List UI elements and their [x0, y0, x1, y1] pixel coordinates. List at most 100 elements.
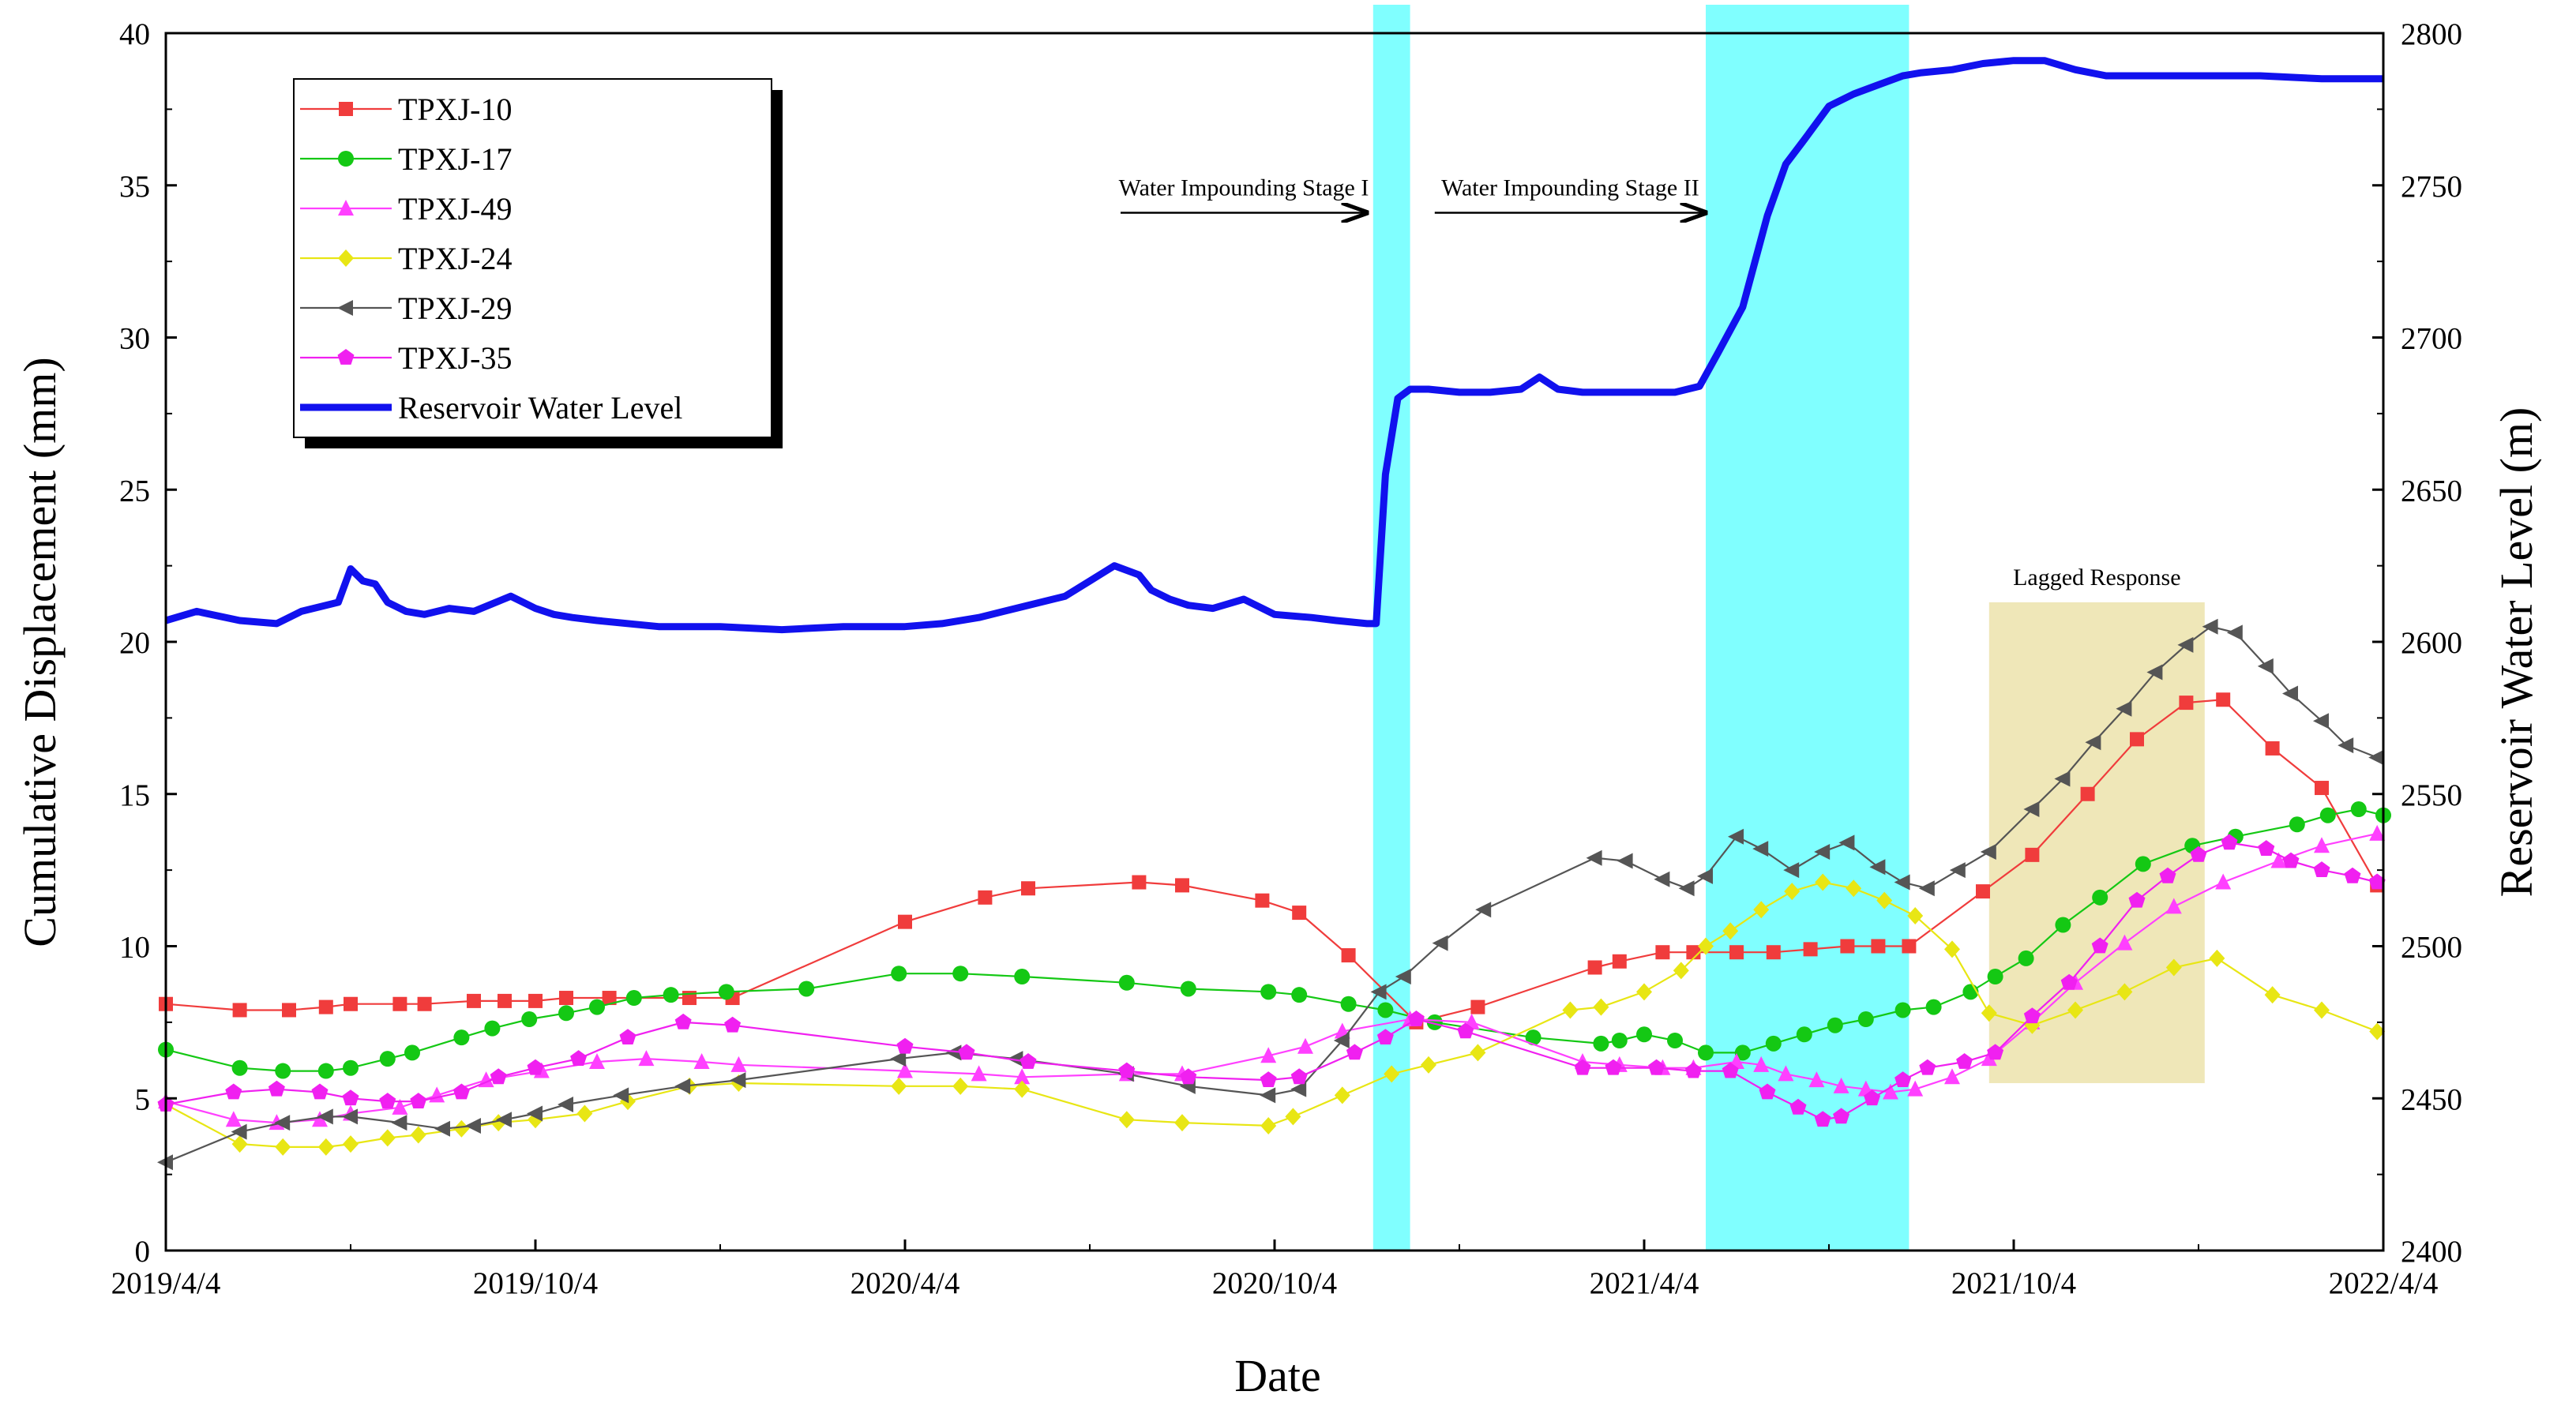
data-point-tpxj-29 [1697, 868, 1713, 884]
water-level-series [164, 57, 2383, 634]
data-point-tpxj-29 [391, 1115, 407, 1131]
legend: TPXJ-10 TPXJ-17 TPXJ-49 TPXJ-24 TPXJ-29 TPXJ-… [293, 78, 783, 448]
legend-item: TPXJ-35 [300, 340, 512, 376]
data-point-tpxj-35 [1290, 1068, 1308, 1085]
data-point-tpxj-10 [232, 1003, 247, 1018]
y2-tick-label: 2400 [2401, 1235, 2462, 1269]
data-point-tpxj-49 [971, 1065, 987, 1082]
legend-marker [338, 249, 354, 267]
data-point-tpxj-24 [1784, 883, 1801, 901]
data-point-tpxj-35 [896, 1037, 914, 1054]
data-point-tpxj-10 [602, 991, 617, 1006]
data-point-tpxj-24 [1815, 873, 1831, 891]
data-point-tpxj-17 [718, 984, 734, 1000]
data-point-tpxj-10 [1341, 948, 1356, 963]
data-point-tpxj-24 [2314, 1001, 2330, 1019]
data-point-tpxj-24 [1636, 983, 1652, 1001]
legend-label: TPXJ-17 [398, 141, 512, 177]
y-tick-label: 30 [119, 322, 150, 356]
data-point-tpxj-35 [268, 1080, 285, 1097]
data-point-tpxj-24 [1334, 1086, 1350, 1104]
data-point-tpxj-17 [625, 990, 642, 1007]
data-point-tpxj-17 [2289, 816, 2305, 833]
data-point-tpxj-10 [1655, 945, 1670, 960]
data-point-tpxj-35 [1956, 1053, 1973, 1069]
y-tick-label: 35 [119, 170, 150, 204]
data-point-tpxj-17 [343, 1059, 359, 1076]
data-point-tpxj-24 [1014, 1080, 1031, 1098]
data-point-tpxj-29 [945, 1044, 962, 1061]
data-point-tpxj-17 [1796, 1026, 1812, 1043]
data-point-tpxj-35 [1457, 1022, 1474, 1039]
data-point-tpxj-29 [2368, 749, 2385, 766]
data-point-tpxj-24 [2209, 949, 2225, 967]
data-point-tpxj-29 [317, 1108, 333, 1125]
data-point-tpxj-29 [1370, 984, 1387, 1000]
data-point-tpxj-17 [891, 966, 907, 982]
data-point-tpxj-29 [1918, 880, 1935, 897]
legend-item: TPXJ-24 [300, 241, 512, 276]
y2-tick-label: 2750 [2401, 170, 2462, 204]
data-point-tpxj-35 [2313, 861, 2330, 877]
displacement-series [157, 618, 2391, 1171]
data-point-tpxj-29 [2313, 713, 2329, 729]
data-point-tpxj-17 [1593, 1035, 1609, 1052]
data-point-tpxj-17 [1180, 981, 1196, 997]
data-point-tpxj-35 [1833, 1108, 1850, 1124]
data-point-tpxj-24 [1722, 922, 1739, 940]
data-point-tpxj-24 [1944, 940, 1960, 958]
data-point-tpxj-35 [1759, 1083, 1776, 1100]
data-point-tpxj-10 [1021, 881, 1035, 896]
impounding-band-1 [1372, 5, 1410, 1251]
data-point-tpxj-29 [274, 1115, 291, 1131]
x-tick-label: 2019/4/4 [111, 1266, 221, 1300]
series-tpxj-17 [158, 801, 2391, 1079]
data-point-tpxj-35 [225, 1083, 242, 1100]
data-point-tpxj-17 [484, 1020, 501, 1037]
data-point-tpxj-49 [1297, 1037, 1313, 1054]
legend-label: TPXJ-49 [398, 191, 512, 227]
data-point-tpxj-24 [1593, 998, 1609, 1016]
data-point-tpxj-35 [724, 1016, 742, 1033]
data-point-tpxj-49 [1833, 1077, 1849, 1093]
data-point-tpxj-10 [2080, 786, 2095, 801]
data-point-tpxj-49 [897, 1062, 913, 1078]
data-point-tpxj-29 [2226, 624, 2243, 641]
data-point-tpxj-17 [1426, 1014, 1443, 1030]
data-point-tpxj-29 [730, 1072, 746, 1089]
data-point-tpxj-35 [1376, 1029, 1394, 1044]
data-point-tpxj-24 [1981, 1004, 1997, 1022]
data-point-tpxj-24 [275, 1138, 291, 1156]
data-point-tpxj-29 [2054, 771, 2071, 787]
data-point-tpxj-35 [958, 1044, 975, 1060]
data-point-tpxj-24 [1562, 1001, 1579, 1019]
legend-item: TPXJ-17 [300, 141, 512, 177]
data-point-tpxj-24 [2165, 958, 2182, 977]
data-point-tpxj-49 [730, 1056, 747, 1072]
data-point-tpxj-17 [2350, 801, 2367, 818]
data-point-tpxj-35 [410, 1093, 427, 1108]
data-point-tpxj-17 [1260, 984, 1277, 1000]
annotation-label-1: Water Impounding Stage I [1119, 174, 1369, 201]
data-point-tpxj-29 [1678, 880, 1695, 897]
data-point-tpxj-29 [2338, 737, 2354, 754]
data-point-tpxj-29 [1838, 834, 1855, 851]
data-point-tpxj-35 [342, 1089, 359, 1106]
y-tick-label: 10 [119, 931, 150, 965]
data-point-tpxj-17 [2135, 856, 2151, 872]
data-point-tpxj-35 [2128, 891, 2146, 908]
data-point-tpxj-17 [1987, 969, 2003, 985]
data-point-tpxj-29 [1395, 969, 1411, 985]
legend-item: TPXJ-10 [300, 92, 512, 127]
data-point-tpxj-49 [429, 1086, 445, 1103]
data-point-tpxj-29 [2023, 801, 2040, 818]
data-point-tpxj-24 [1118, 1111, 1135, 1129]
x-axis-title: Date [1234, 1350, 1321, 1401]
data-point-tpxj-10 [2025, 847, 2040, 862]
data-point-tpxj-29 [434, 1120, 450, 1137]
data-point-tpxj-29 [1007, 1051, 1023, 1067]
data-point-tpxj-10 [282, 1003, 296, 1018]
legend-marker [339, 102, 353, 116]
data-point-tpxj-10 [1255, 893, 1270, 908]
data-point-tpxj-17 [589, 999, 605, 1015]
